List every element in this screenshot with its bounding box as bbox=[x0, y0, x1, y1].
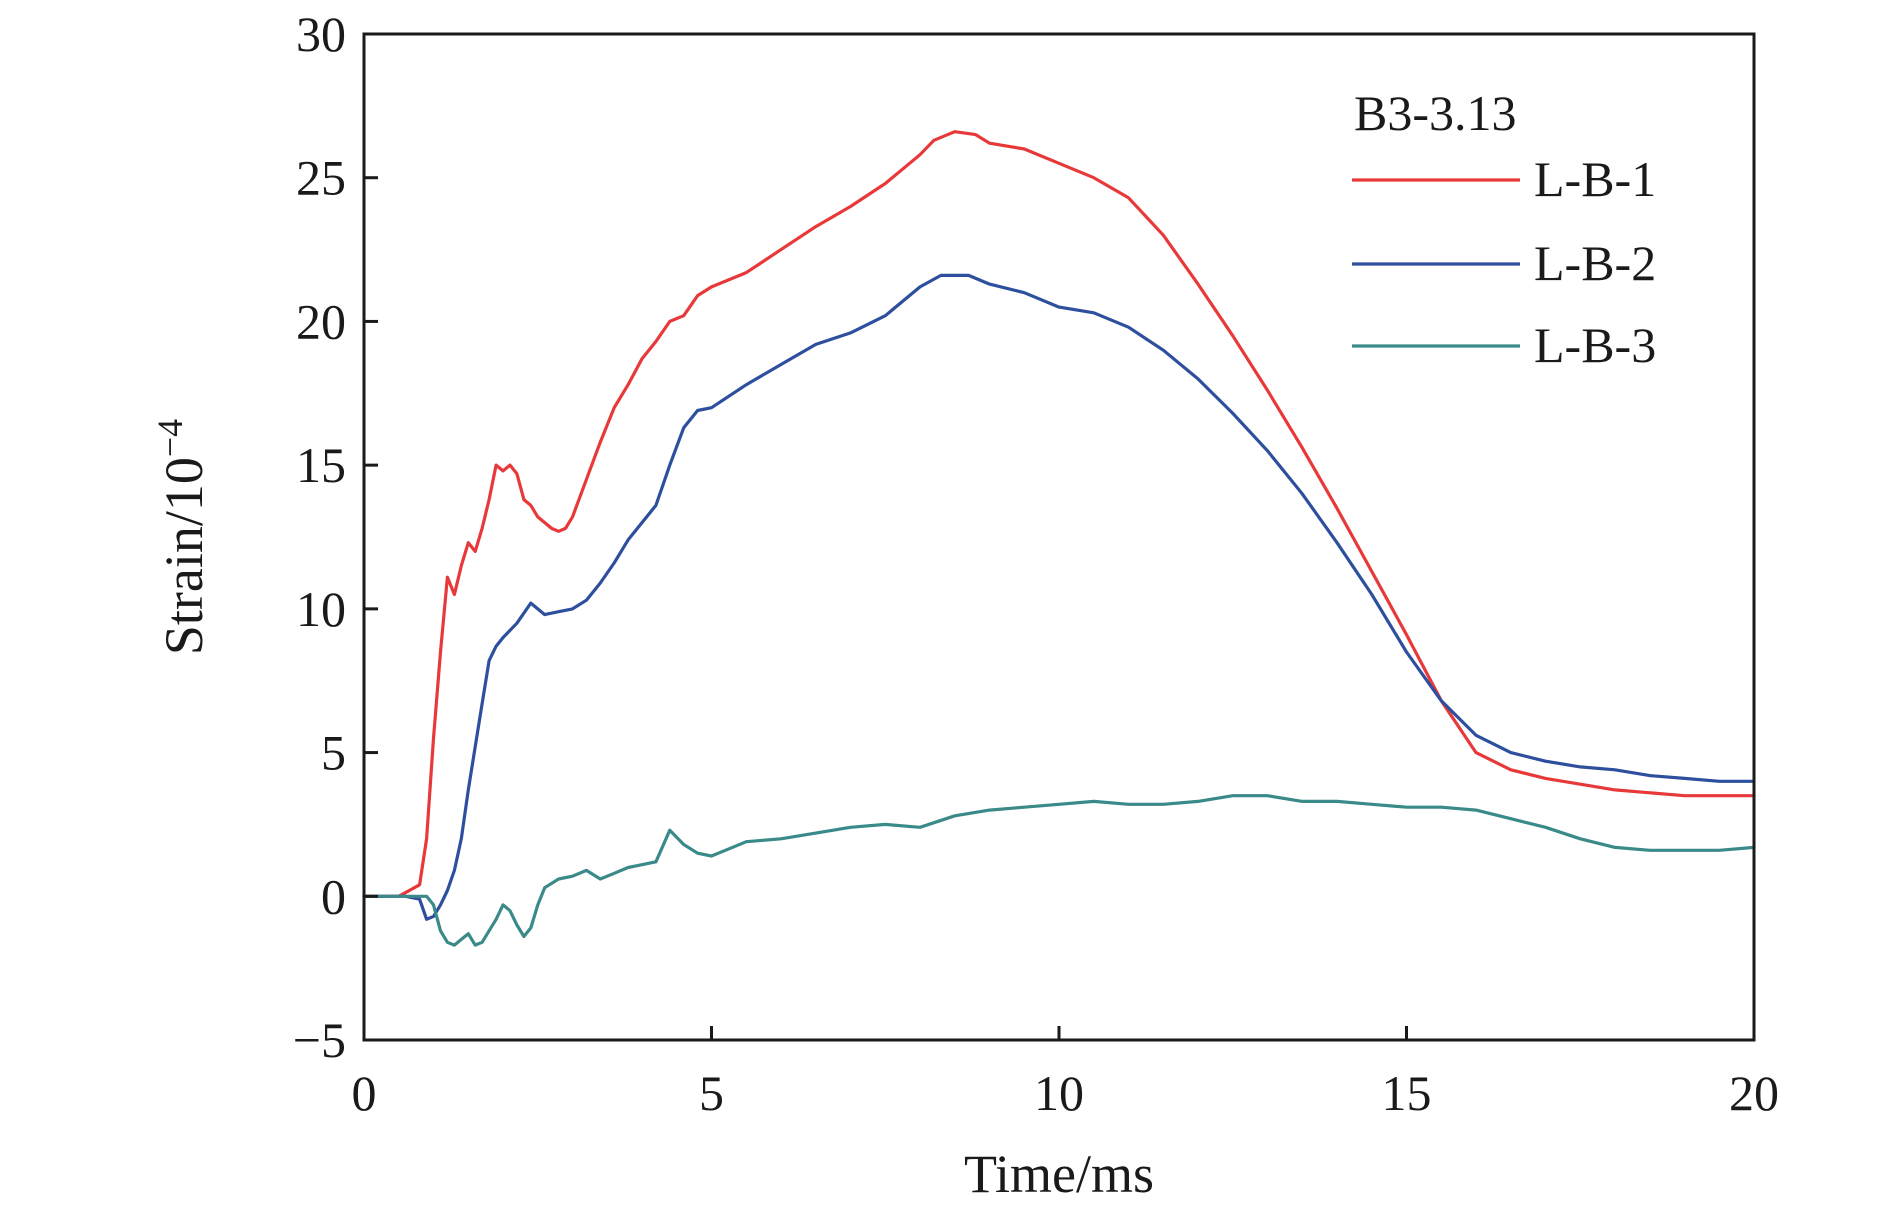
legend-label-l-b-1: L-B-1 bbox=[1534, 151, 1656, 207]
y-tick-label: 25 bbox=[296, 150, 346, 206]
legend-label-l-b-3: L-B-3 bbox=[1534, 317, 1656, 373]
x-tick-label: 20 bbox=[1729, 1065, 1779, 1121]
y-tick-label: 30 bbox=[296, 6, 346, 62]
y-axis-title: Strain/10−4 bbox=[150, 419, 214, 655]
x-tick-label: 10 bbox=[1034, 1065, 1084, 1121]
x-tick-label: 15 bbox=[1382, 1065, 1432, 1121]
legend-title: B3-3.13 bbox=[1354, 85, 1517, 141]
y-axis-title-exponent: −4 bbox=[150, 419, 190, 457]
y-tick-label: 5 bbox=[321, 725, 346, 781]
series-lines bbox=[362, 130, 1756, 947]
y-tick-label: 15 bbox=[296, 437, 346, 493]
y-tick-label: 0 bbox=[321, 868, 346, 924]
y-tick-label: 20 bbox=[296, 293, 346, 349]
x-axis-title: Time/ms bbox=[964, 1144, 1154, 1204]
y-tick-label: −5 bbox=[293, 1012, 346, 1068]
y-axis-title-base: Strain/10 bbox=[154, 457, 214, 655]
y-tick-label: 10 bbox=[296, 581, 346, 637]
series-line-l-b-3 bbox=[362, 794, 1756, 947]
series-line-l-b-1 bbox=[362, 130, 1756, 898]
legend: B3-3.13 L-B-1 L-B-2 L-B-3 bbox=[1352, 85, 1656, 373]
x-tick-label: 0 bbox=[352, 1065, 377, 1121]
legend-label-l-b-2: L-B-2 bbox=[1534, 235, 1656, 291]
series-line-l-b-2 bbox=[362, 273, 1756, 921]
x-tick-label: 5 bbox=[699, 1065, 724, 1121]
